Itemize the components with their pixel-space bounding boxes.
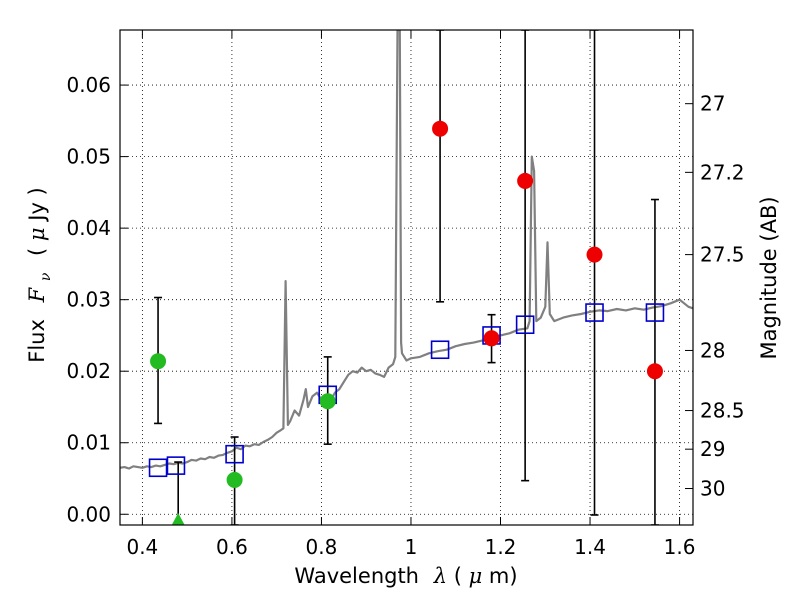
sed-model-layer	[120, 30, 693, 470]
y-axis-symbol: F	[25, 286, 49, 303]
y-tick-labels: 0.00 0.01 0.02 0.03 0.04 0.05 0.06	[66, 73, 111, 526]
y-axis-label-text: Flux	[25, 319, 49, 363]
observed-optical-point	[150, 353, 167, 370]
y-axis-unit-rest: Jy )	[25, 187, 49, 223]
x-tick-label: 1.2	[485, 535, 517, 559]
y-tick-label: 0.02	[66, 359, 111, 383]
x-tick-label: 0.4	[126, 535, 158, 559]
y2-axis-label: Magnitude (AB)	[757, 196, 781, 359]
observed-nir-point	[517, 172, 534, 189]
ticks	[120, 30, 693, 525]
observed-nir-point	[483, 330, 500, 347]
grid	[120, 30, 693, 525]
y-axis-label: Flux F ν ( μ Jy )	[25, 187, 55, 363]
y2-tick-label: 30	[700, 477, 725, 501]
y2-tick-label: 29	[700, 437, 725, 461]
y2-tick-label: 28.5	[700, 399, 745, 423]
x-axis-unit-open: (	[454, 564, 462, 588]
model-photometry-square	[148, 458, 168, 478]
y-axis-unit-open: (	[25, 241, 49, 256]
upper-limit-triangle	[171, 512, 185, 525]
model-photometry-square	[166, 456, 186, 475]
x-axis-label-text: Wavelength	[294, 564, 419, 588]
x-axis-label: Wavelength λ ( μ m)	[294, 564, 517, 588]
model-photometry-square	[430, 340, 450, 360]
y-axis-unit-mu: μ	[25, 227, 49, 241]
sed-model-line	[120, 30, 693, 470]
x-tick-label: 1.4	[574, 535, 606, 559]
y-tick-label: 0.05	[66, 145, 111, 169]
plot-background	[120, 30, 693, 525]
y-tick-label: 0.06	[66, 73, 111, 97]
observed-nir-point	[586, 246, 603, 263]
x-tick-label: 0.8	[306, 535, 338, 559]
x-tick-label: 1.6	[664, 535, 696, 559]
x-axis-symbol: λ	[433, 564, 447, 588]
y2-tick-label: 27.5	[700, 243, 745, 267]
error-bars	[154, 30, 659, 525]
plot-frame	[119, 29, 694, 526]
y-tick-label: 0.01	[66, 431, 111, 455]
model-photometry-square	[585, 303, 604, 322]
y2-tick-label: 27.2	[700, 160, 745, 184]
y-tick-label: 0.00	[66, 502, 111, 526]
x-tick-label: 1	[405, 535, 418, 559]
y-tick-label: 0.04	[66, 216, 111, 240]
y2-tick-label: 27	[700, 92, 725, 116]
model-photometry-square	[225, 444, 244, 464]
model-photometry-square	[645, 303, 665, 322]
y-tick-label: 0.03	[66, 288, 111, 312]
markers	[148, 120, 665, 525]
y2-tick-labels: 27 27.2 27.5 28 28.5 29 30	[700, 92, 745, 501]
y-axis-symbol-sub: ν	[38, 272, 54, 281]
y2-tick-label: 28	[700, 338, 725, 362]
observed-nir-point	[432, 120, 449, 137]
observed-optical-point	[319, 393, 336, 410]
x-tick-labels: 0.4 0.6 0.8 1 1.2 1.4 1.6	[126, 535, 695, 559]
x-axis-unit-rest: m)	[489, 564, 518, 588]
model-photometry-square	[515, 315, 535, 335]
observed-nir-point	[646, 363, 663, 380]
x-tick-label: 0.6	[216, 535, 248, 559]
observed-optical-point	[226, 471, 243, 488]
x-axis-unit-mu: μ	[469, 564, 483, 588]
